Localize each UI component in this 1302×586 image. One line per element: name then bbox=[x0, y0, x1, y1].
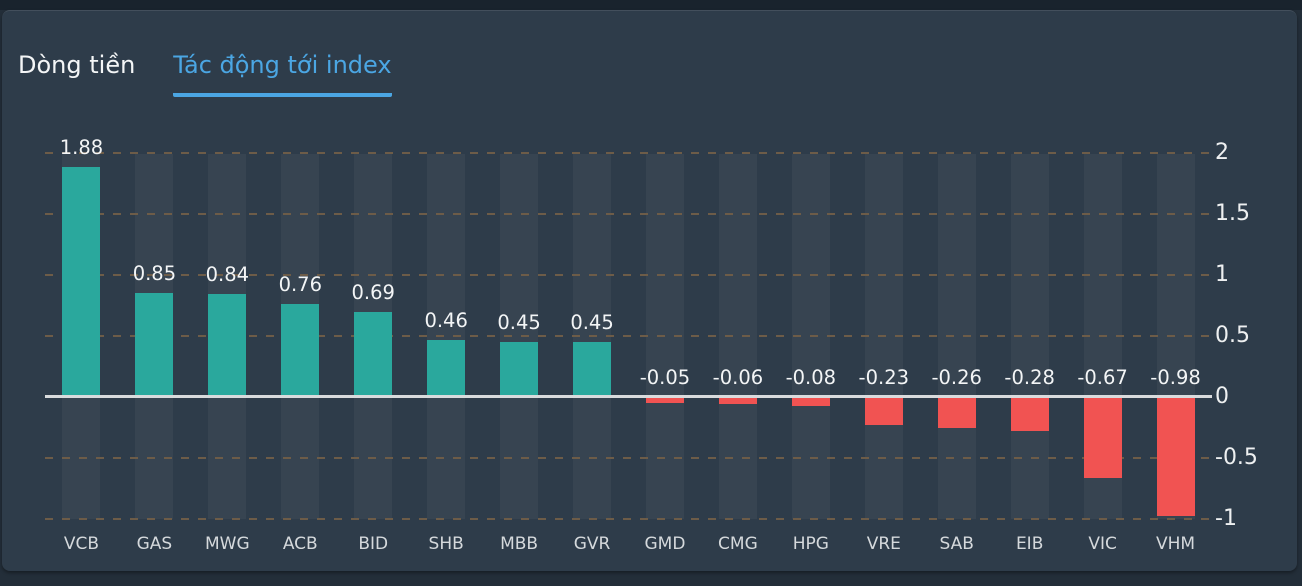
bar-CMG[interactable] bbox=[718, 398, 757, 404]
bar-EIB[interactable] bbox=[1010, 398, 1049, 431]
x-axis-label-SHB: SHB bbox=[428, 534, 464, 554]
bar-value-label-VHM: -0.98 bbox=[1150, 365, 1201, 389]
bar-VRE[interactable] bbox=[864, 398, 903, 425]
bar-GMD[interactable] bbox=[645, 398, 684, 403]
bar-value-label-VRE: -0.23 bbox=[858, 365, 910, 389]
y-axis-tick-1: 1 bbox=[1215, 261, 1229, 287]
x-axis-label-GMD: GMD bbox=[644, 534, 686, 554]
x-axis-label-VRE: VRE bbox=[866, 534, 901, 554]
bar-value-label-ACB: 0.76 bbox=[278, 272, 322, 296]
plot-band-HPG bbox=[791, 154, 830, 519]
plot-band-GMD bbox=[645, 154, 684, 519]
bar-value-label-VCB: 1.88 bbox=[59, 136, 104, 160]
zero-axis-line bbox=[45, 395, 1212, 398]
bar-MBB[interactable] bbox=[500, 341, 539, 395]
x-axis-label-VCB: VCB bbox=[63, 534, 100, 554]
bar-value-label-MBB: 0.45 bbox=[497, 310, 541, 334]
plot-band-MBB bbox=[500, 154, 539, 519]
bar-GVR[interactable] bbox=[573, 341, 612, 395]
plot-band-EIB bbox=[1010, 154, 1049, 519]
plot-band-CMG bbox=[718, 154, 757, 519]
window-top-strip bbox=[0, 0, 1302, 10]
bar-SHB[interactable] bbox=[427, 340, 466, 395]
x-axis-label-BID: BID bbox=[358, 534, 389, 554]
bar-HPG[interactable] bbox=[791, 398, 830, 407]
gridline-1.5 bbox=[45, 212, 1212, 215]
x-axis-label-ACB: ACB bbox=[282, 534, 318, 554]
bar-MWG[interactable] bbox=[208, 294, 247, 395]
bar-VIC[interactable] bbox=[1083, 398, 1122, 479]
gridline-1 bbox=[45, 273, 1212, 276]
y-axis-tick--0.5: -0.5 bbox=[1215, 444, 1258, 470]
bar-ACB[interactable] bbox=[281, 303, 320, 395]
plot-band-SAB bbox=[937, 154, 976, 519]
bar-VHM[interactable] bbox=[1156, 398, 1195, 517]
x-axis-label-MWG: MWG bbox=[205, 534, 250, 554]
y-axis-tick-0.5: 0.5 bbox=[1215, 322, 1250, 348]
tab-tac-dong-toi-index[interactable]: Tác động tới index bbox=[173, 51, 392, 97]
bar-value-label-EIB: -0.28 bbox=[1004, 365, 1055, 389]
x-axis-label-CMG: CMG bbox=[718, 534, 758, 554]
y-axis-tick-2: 2 bbox=[1215, 139, 1229, 165]
bar-value-label-GAS: 0.85 bbox=[132, 261, 177, 285]
x-axis-label-MBB: MBB bbox=[500, 534, 539, 554]
bar-value-label-SAB: -0.26 bbox=[931, 365, 982, 389]
x-axis-label-VHM: VHM bbox=[1155, 534, 1196, 554]
gridline-0.5 bbox=[45, 334, 1212, 337]
chart: 1.88 0.85 0.84 0.76 0.69 0.46 0.45 0.45 -0.05 -0.… bbox=[2, 11, 1297, 571]
y-axis-tick-0: 0 bbox=[1215, 383, 1229, 409]
plot-band-VRE bbox=[864, 154, 903, 519]
gridline--0.5 bbox=[45, 456, 1212, 459]
x-axis-label-VIC: VIC bbox=[1088, 534, 1117, 554]
plot-band-SHB bbox=[427, 154, 466, 519]
plot-band-GVR bbox=[573, 154, 612, 519]
x-axis-label-GVR: GVR bbox=[573, 534, 611, 554]
tab-dong-tien[interactable]: Dòng tiền bbox=[18, 51, 136, 79]
x-axis-label-GAS: GAS bbox=[136, 534, 173, 554]
gridline-2 bbox=[45, 151, 1212, 154]
x-axis-label-EIB: EIB bbox=[1015, 534, 1044, 554]
bar-value-label-GVR: 0.45 bbox=[570, 310, 614, 334]
x-axis-label-SAB: SAB bbox=[939, 534, 974, 554]
bar-value-label-MWG: 0.84 bbox=[205, 263, 250, 287]
bar-value-label-GMD: -0.05 bbox=[639, 365, 691, 389]
bar-value-label-VIC: -0.67 bbox=[1077, 365, 1128, 389]
x-axis-label-HPG: HPG bbox=[792, 534, 829, 554]
bar-GAS[interactable] bbox=[135, 292, 174, 395]
bar-value-label-CMG: -0.06 bbox=[712, 365, 764, 389]
bar-VCB[interactable] bbox=[62, 167, 101, 395]
bar-value-label-BID: 0.69 bbox=[351, 281, 395, 305]
bar-BID[interactable] bbox=[354, 312, 393, 395]
bar-value-label-HPG: -0.08 bbox=[785, 365, 837, 389]
index-impact-panel: Dòng tiền Tác động tới index 1.88 0.85 0.84… bbox=[2, 10, 1297, 571]
bar-SAB[interactable] bbox=[937, 398, 976, 429]
bar-value-label-SHB: 0.46 bbox=[424, 309, 468, 333]
y-axis-tick-1.5: 1.5 bbox=[1215, 200, 1250, 226]
tab-bar: Dòng tiền Tác động tới index bbox=[18, 51, 430, 103]
gridline--1 bbox=[45, 517, 1212, 520]
y-axis-tick--1: -1 bbox=[1215, 505, 1237, 531]
